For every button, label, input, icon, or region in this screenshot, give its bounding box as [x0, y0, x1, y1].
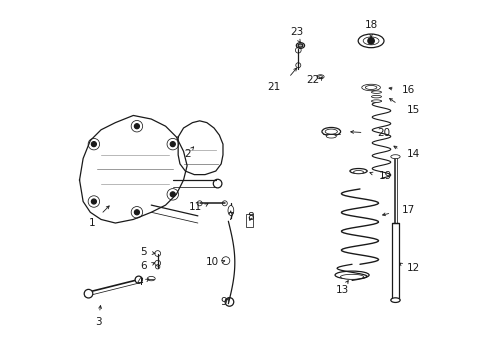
Text: 23: 23 — [289, 27, 303, 37]
Text: 5: 5 — [140, 247, 147, 257]
Ellipse shape — [318, 76, 322, 78]
Circle shape — [170, 192, 175, 197]
Ellipse shape — [361, 84, 380, 91]
Text: 11: 11 — [189, 202, 202, 212]
Ellipse shape — [227, 206, 233, 216]
Ellipse shape — [147, 276, 155, 281]
Text: 8: 8 — [247, 212, 254, 221]
Ellipse shape — [353, 171, 363, 174]
Ellipse shape — [357, 34, 383, 48]
Circle shape — [134, 210, 139, 215]
Text: 7: 7 — [226, 212, 233, 221]
Text: 20: 20 — [376, 129, 389, 138]
Ellipse shape — [334, 271, 368, 279]
Text: 21: 21 — [266, 82, 280, 93]
Text: 13: 13 — [335, 285, 348, 295]
Text: 18: 18 — [364, 20, 377, 30]
Circle shape — [91, 199, 96, 204]
Circle shape — [367, 38, 373, 44]
Ellipse shape — [321, 127, 340, 136]
Text: 2: 2 — [183, 149, 190, 159]
Ellipse shape — [349, 168, 366, 174]
Text: 15: 15 — [406, 105, 419, 115]
Ellipse shape — [325, 129, 337, 134]
FancyBboxPatch shape — [391, 223, 398, 300]
Circle shape — [134, 124, 139, 129]
Ellipse shape — [298, 44, 302, 47]
Ellipse shape — [390, 298, 399, 302]
Text: 12: 12 — [406, 263, 419, 273]
Circle shape — [170, 141, 175, 147]
Ellipse shape — [371, 100, 381, 102]
Ellipse shape — [84, 289, 93, 298]
Text: 9: 9 — [220, 297, 226, 307]
Ellipse shape — [371, 91, 381, 93]
Ellipse shape — [390, 155, 399, 159]
Ellipse shape — [316, 75, 324, 79]
Text: 3: 3 — [95, 317, 102, 327]
Ellipse shape — [135, 276, 142, 283]
Text: 14: 14 — [406, 149, 419, 159]
Ellipse shape — [296, 42, 304, 48]
Ellipse shape — [340, 274, 363, 279]
Text: 22: 22 — [306, 75, 319, 85]
Ellipse shape — [371, 95, 381, 98]
Ellipse shape — [363, 37, 378, 45]
Text: 4: 4 — [137, 277, 143, 287]
FancyBboxPatch shape — [245, 214, 253, 227]
Text: 1: 1 — [89, 218, 95, 228]
Text: 17: 17 — [401, 206, 414, 216]
Circle shape — [91, 141, 96, 147]
Text: 16: 16 — [402, 85, 415, 95]
Text: 19: 19 — [378, 171, 391, 181]
Ellipse shape — [325, 134, 336, 138]
Text: 10: 10 — [205, 257, 218, 267]
Text: 6: 6 — [140, 261, 147, 271]
Ellipse shape — [365, 86, 376, 89]
